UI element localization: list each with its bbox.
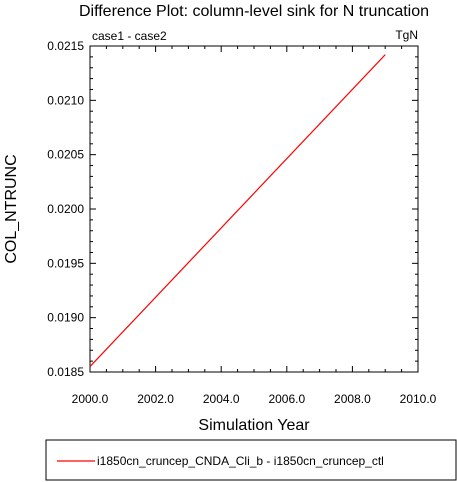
legend-box bbox=[45, 439, 457, 481]
y-tick-label: 0.0215 bbox=[47, 39, 84, 53]
y-tick-label: 0.0190 bbox=[47, 311, 84, 325]
axis-ticks: 2000.0 2002.0 2004.0 2006.0 2008.0 2010.0 0.01… bbox=[47, 39, 436, 406]
y-tick-label: 0.0200 bbox=[47, 202, 84, 216]
y-tick-label: 0.0195 bbox=[47, 256, 84, 270]
x-axis-label: Simulation Year bbox=[198, 417, 310, 434]
left-subtitle: case1 - case2 bbox=[92, 29, 167, 43]
legend-label: i1850cn_cruncep_CNDA_Cli_b - i1850cn_cru… bbox=[97, 454, 384, 468]
y-tick-label: 0.0185 bbox=[47, 365, 84, 379]
y-tick-label: 0.0205 bbox=[47, 148, 84, 162]
series-line bbox=[89, 54, 386, 367]
chart-title: Difference Plot: column-level sink for N… bbox=[79, 3, 429, 20]
series-lines bbox=[89, 54, 386, 367]
plot-area bbox=[89, 45, 419, 373]
y-tick-label: 0.0210 bbox=[47, 93, 84, 107]
x-tick-label: 2010.0 bbox=[400, 392, 437, 406]
x-tick-label: 2000.0 bbox=[72, 392, 109, 406]
x-tick-label: 2004.0 bbox=[203, 392, 240, 406]
x-tick-label: 2002.0 bbox=[137, 392, 174, 406]
x-tick-label: 2008.0 bbox=[334, 392, 371, 406]
y-axis-label: COL_NTRUNC bbox=[3, 154, 20, 263]
right-subtitle: TgN bbox=[395, 28, 418, 42]
x-tick-label: 2006.0 bbox=[268, 392, 305, 406]
